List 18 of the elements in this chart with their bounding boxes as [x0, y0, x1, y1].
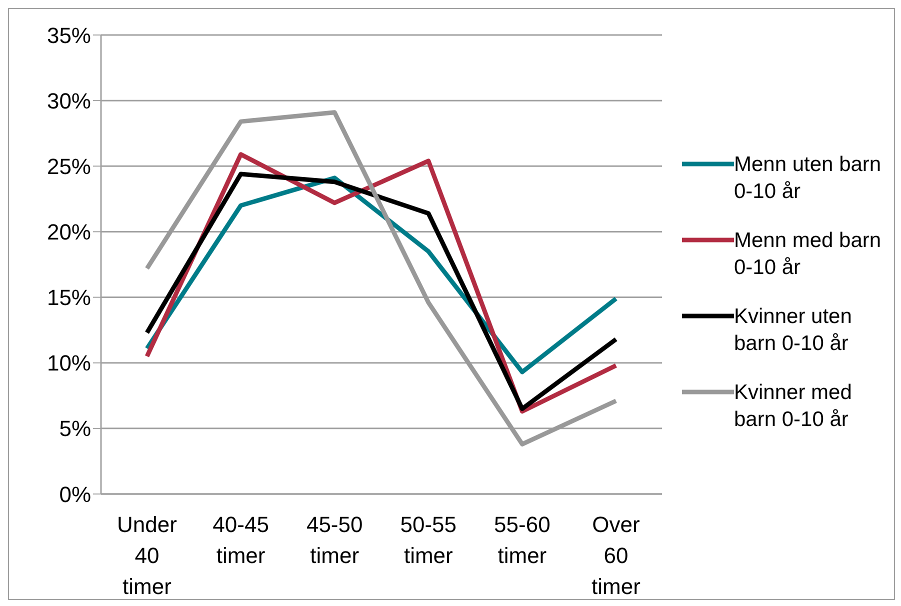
- legend-label: Kvinner uten barn 0-10 år: [734, 304, 853, 357]
- y-tick-label: 10%: [46, 350, 91, 376]
- x-tick-label: Under 40 timer: [117, 512, 177, 599]
- y-tick-label: 35%: [46, 22, 91, 48]
- y-tick-label: 25%: [46, 154, 91, 179]
- x-tick-label: 45-50 timer: [306, 512, 363, 568]
- legend-label: Menn uten barn 0-10 år: [734, 152, 882, 205]
- x-tick-label: 50-55 timer: [400, 512, 457, 568]
- y-tick-label: 30%: [46, 88, 91, 114]
- y-tick-label: 20%: [46, 220, 91, 245]
- legend-label: Kvinner med barn 0-10 år: [734, 380, 853, 433]
- y-tick-label: 0%: [59, 482, 91, 507]
- y-tick-label: 5%: [59, 416, 91, 442]
- y-tick-label: 15%: [46, 285, 91, 310]
- x-tick-label: 55-60 timer: [494, 512, 550, 568]
- x-tick-label: 40-45 timer: [212, 512, 269, 568]
- x-tick-label: Over 60 timer: [592, 512, 640, 599]
- legend-label: Menn med barn 0-10 år: [734, 228, 882, 281]
